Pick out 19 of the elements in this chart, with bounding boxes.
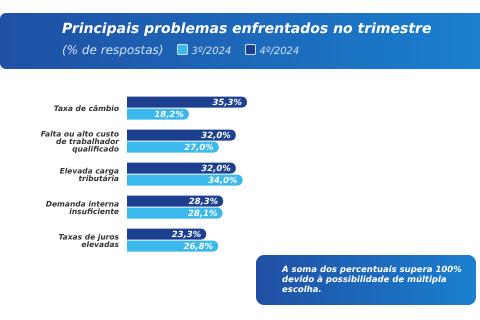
data-label: 32,0%	[201, 131, 232, 142]
data-label: 35,3%	[212, 98, 242, 108]
data-label: 26,8%	[184, 242, 214, 252]
data-label: 27,0%	[184, 143, 214, 154]
data-label: 34,0%	[208, 176, 238, 186]
data-label: 28,1%	[188, 209, 218, 220]
data-label: 32,0%	[201, 164, 232, 174]
bar	[127, 130, 236, 141]
chart-title: Principais problemas enfrentados no trimestre	[62, 21, 432, 37]
bar	[127, 96, 247, 108]
data-label: 18,2%	[154, 110, 184, 120]
data-label: 28,3%	[188, 197, 219, 208]
bar	[127, 162, 236, 174]
text: A soma dos percentuais supera 100% devido à possibilidade de múltipla escolha.	[282, 265, 463, 295]
legend-label: 4º/2024	[258, 46, 300, 57]
legend-label: 3º/2024	[190, 46, 232, 57]
data-label: 23,3%	[172, 230, 202, 240]
bar	[127, 174, 243, 186]
chart-subtitle: (% de respostas)	[62, 43, 164, 57]
